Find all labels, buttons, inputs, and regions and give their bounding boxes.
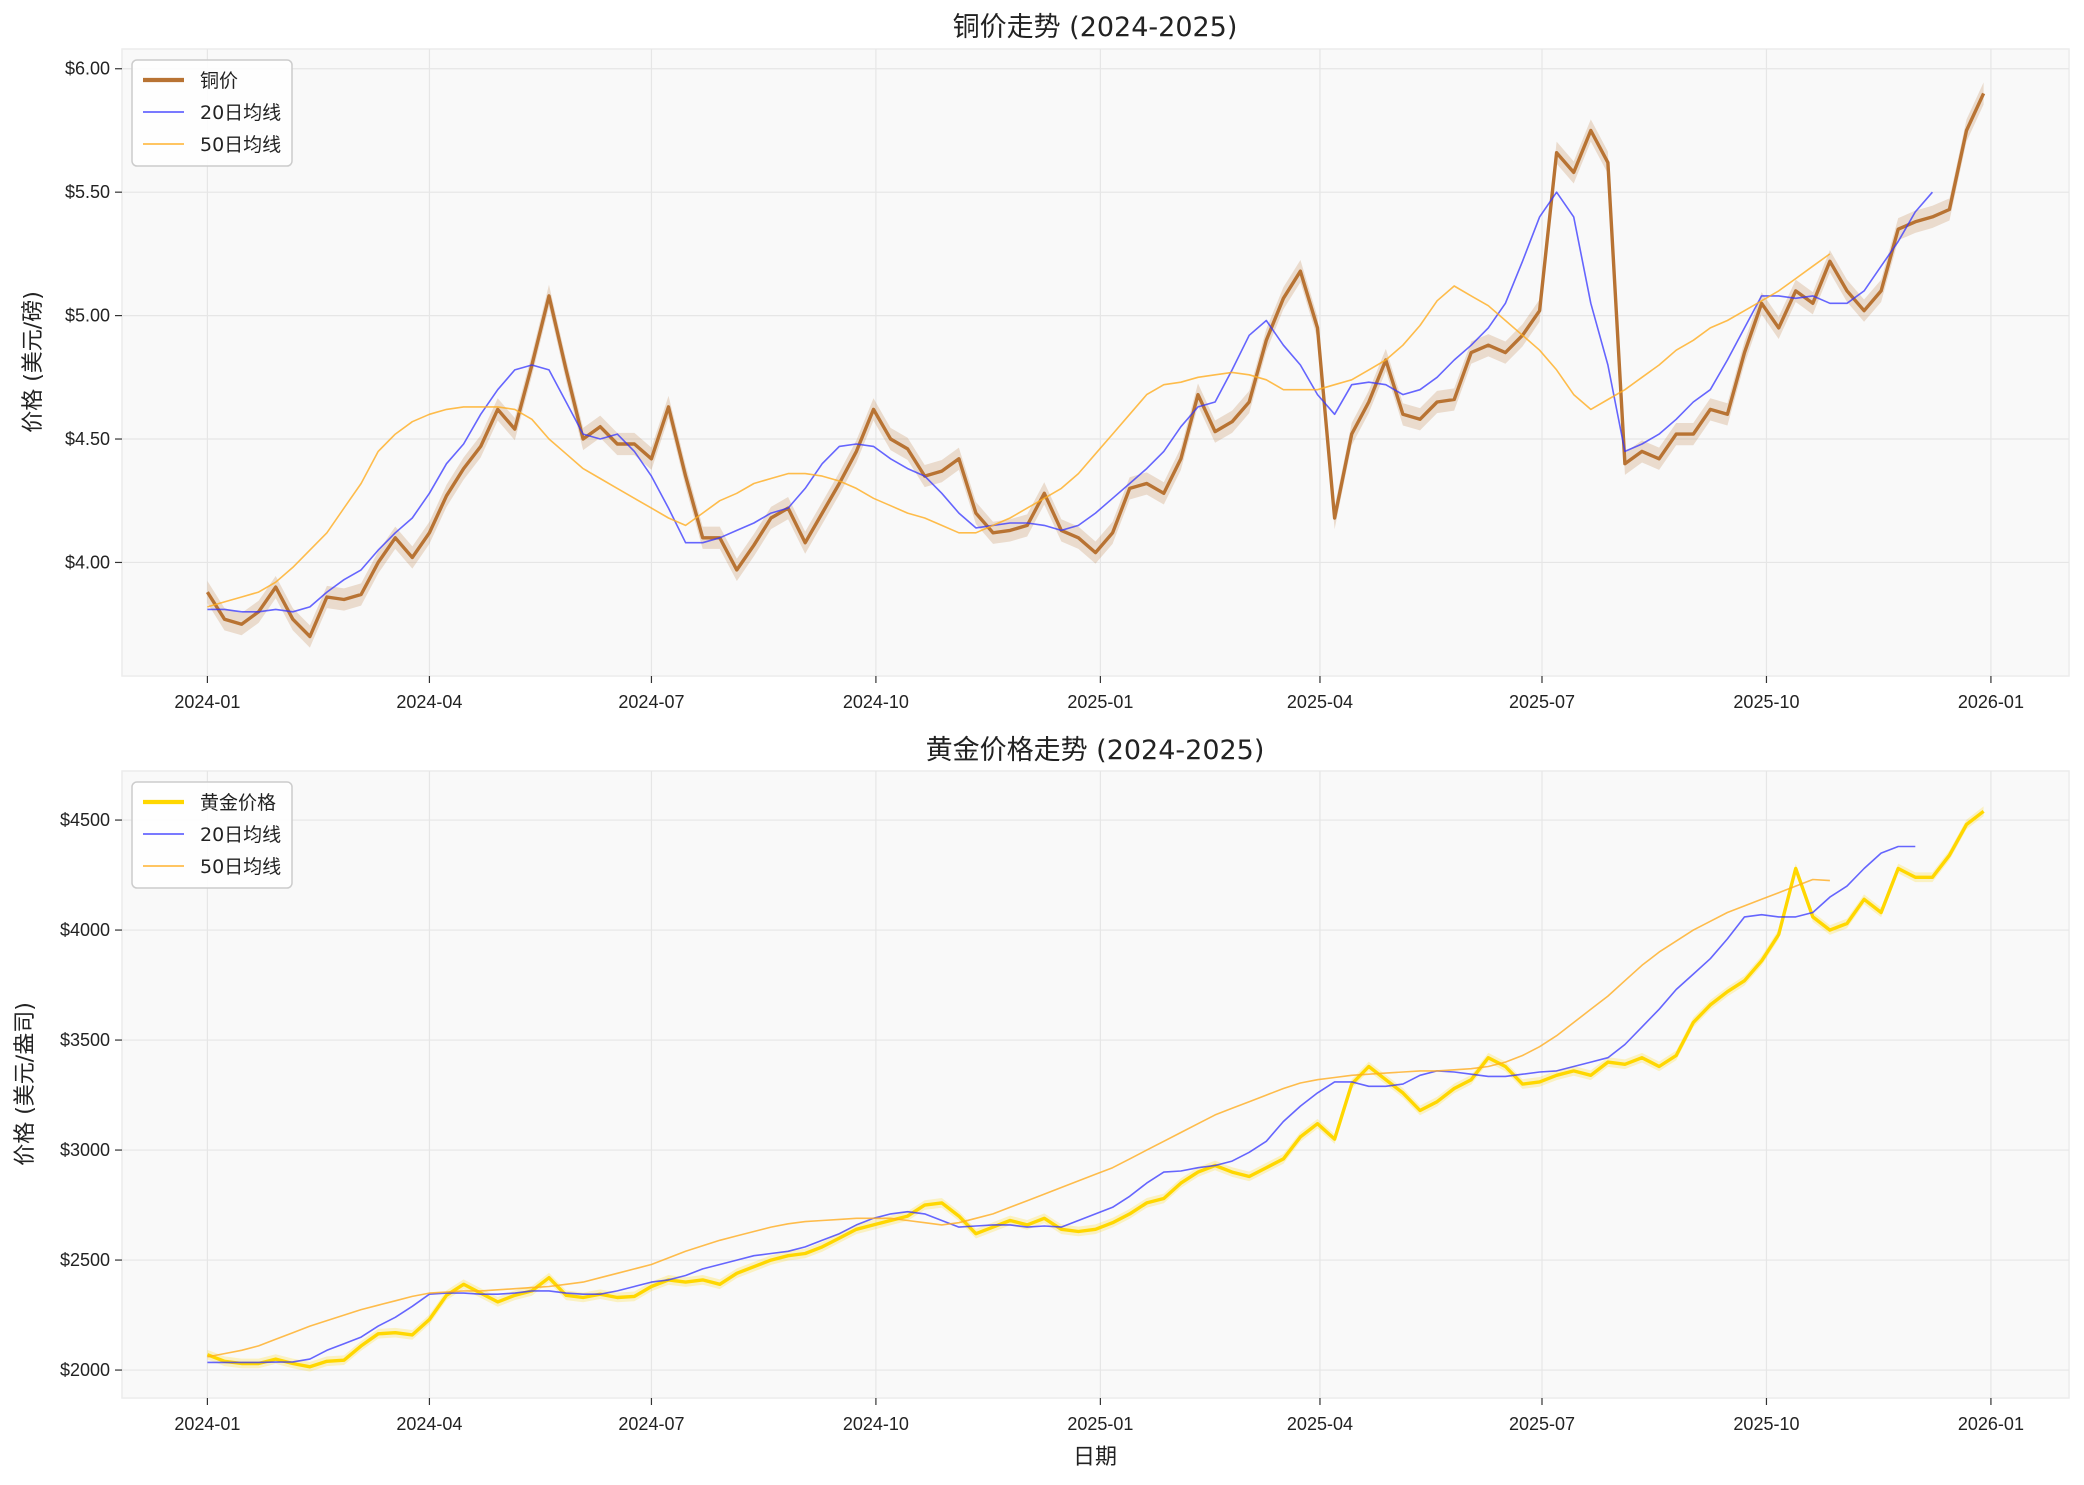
x-tick-label: 2025-01 [1067, 1414, 1133, 1434]
x-tick-label: 2024-07 [618, 692, 684, 712]
gridlines [122, 49, 2069, 676]
ma50-line [207, 253, 1831, 608]
x-tick-label: 2024-07 [618, 1414, 684, 1434]
y-tick-label: $5.50 [65, 182, 110, 202]
ma20-line [207, 191, 1934, 613]
y-tick-label: $3000 [60, 1140, 110, 1160]
ma20-line [207, 845, 1916, 1364]
x-tick-label: 2026-01 [1958, 1414, 2024, 1434]
legend-label: 50日均线 [200, 134, 281, 156]
gridlines [122, 771, 2069, 1398]
legend-label: 50日均线 [200, 856, 281, 878]
chart-title: 黄金价格走势 (2024-2025) [926, 735, 1265, 766]
y-tick-label: $2000 [60, 1360, 110, 1380]
x-tick-label: 2025-10 [1733, 692, 1799, 712]
legend-label: 铜价 [200, 70, 238, 92]
gold-price-chart: 黄金价格走势 (2024-2025) 价格 (美元/盎司) 日期 2024-01… [13, 735, 2070, 1470]
legend: 黄金价格 20日均线 50日均线 [131, 781, 293, 889]
y-tick-label: $3500 [60, 1030, 110, 1050]
y-axis-label: 价格 (美元/磅) [21, 291, 46, 433]
y-axis-label: 价格 (美元/盎司) [13, 1002, 38, 1166]
price-line [205, 92, 1986, 639]
x-tick-label: 2024-04 [396, 692, 462, 712]
y-tick-label: $4000 [60, 920, 110, 940]
x-tick-label: 2024-01 [174, 692, 240, 712]
legend-label: 黄金价格 [200, 792, 276, 814]
x-tick-label: 2025-07 [1509, 692, 1575, 712]
x-axis-label: 日期 [1073, 1445, 1117, 1470]
legend-box [131, 781, 293, 889]
legend-box [131, 59, 293, 167]
y-tick-label: $4.00 [65, 552, 110, 572]
plot-area [121, 770, 2070, 1399]
x-tick-label: 2024-10 [843, 1414, 909, 1434]
ma50-line [207, 878, 1830, 1358]
plot-area [121, 48, 2070, 677]
y-tick-label: $6.00 [65, 59, 110, 79]
x-tick-label: 2025-07 [1509, 1414, 1575, 1434]
legend: 铜价 20日均线 50日均线 [131, 59, 293, 167]
x-tick-label: 2025-04 [1287, 1414, 1353, 1434]
y-tick-label: $4500 [60, 810, 110, 830]
x-tick-label: 2025-01 [1067, 692, 1133, 712]
x-tick-label: 2026-01 [1958, 692, 2024, 712]
y-tick-label: $2500 [60, 1250, 110, 1270]
x-tick-label: 2024-10 [843, 692, 909, 712]
legend-label: 20日均线 [200, 102, 281, 124]
x-tick-label: 2024-04 [396, 1414, 462, 1434]
chart-title: 铜价走势 (2024-2025) [953, 12, 1238, 43]
price-range-band [207, 82, 1984, 648]
x-tick-label: 2024-01 [174, 1414, 240, 1434]
copper-price-chart: 铜价走势 (2024-2025) 价格 (美元/磅) 2024-01 2024-0… [21, 12, 2070, 712]
y-tick-label: $5.00 [65, 306, 110, 326]
legend-label: 20日均线 [200, 824, 281, 846]
x-tick-label: 2025-04 [1287, 692, 1353, 712]
price-line [206, 809, 1985, 1369]
x-tick-label: 2025-10 [1733, 1414, 1799, 1434]
y-tick-label: $4.50 [65, 429, 110, 449]
